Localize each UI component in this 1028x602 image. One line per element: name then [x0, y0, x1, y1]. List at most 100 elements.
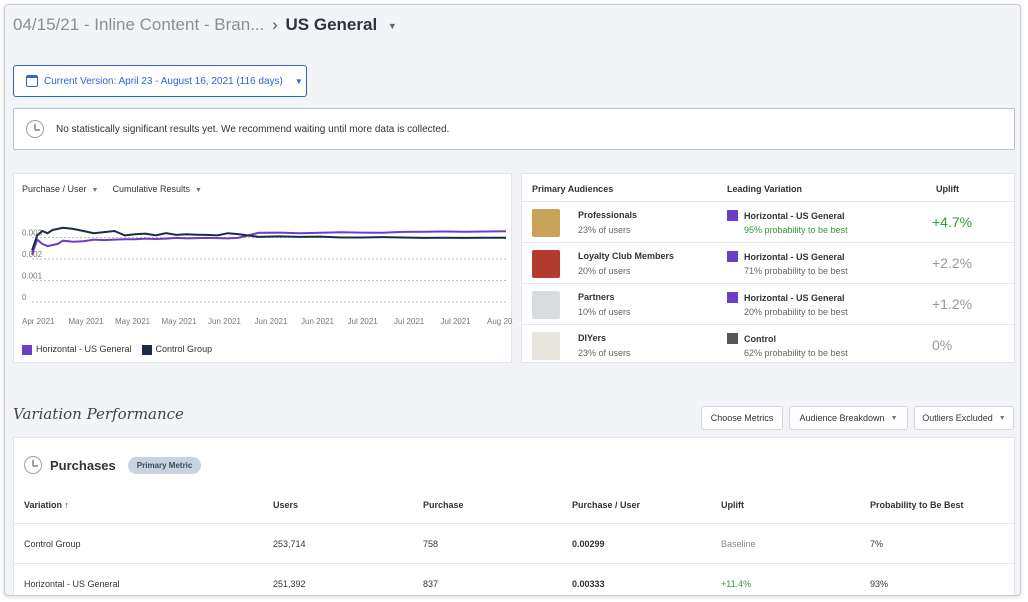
chevron-down-icon: ▼ — [91, 187, 99, 194]
variation-swatch — [727, 210, 738, 221]
cell-purchase: 758 — [423, 539, 439, 549]
variation-label: Horizontal - US General — [744, 292, 845, 303]
chart-legend: Horizontal - US General Control Group — [22, 344, 212, 355]
performance-card: Purchases Primary Metric Variation ↑ Use… — [13, 437, 1016, 595]
chart-card: Purchase / User ▼ Cumulative Results ▼ 0 0.… — [13, 173, 513, 363]
audience-name: Partners — [578, 292, 615, 302]
variation-swatch — [727, 251, 738, 262]
x-tick-label: May 2021 — [115, 317, 151, 326]
clock-icon — [24, 456, 42, 474]
variation-label: Control — [744, 333, 776, 344]
breadcrumb: 04/15/21 - Inline Content - Bran... › US… — [13, 15, 397, 35]
breadcrumb-parent[interactable]: 04/15/21 - Inline Content - Bran... — [13, 15, 265, 34]
legend-swatch — [22, 344, 32, 355]
chevron-down-icon: ▼ — [998, 414, 1006, 422]
col-variation[interactable]: Variation ↑ — [24, 500, 70, 510]
series-line-0[interactable] — [31, 230, 507, 256]
cell-uplift: Baseline — [721, 539, 756, 549]
choose-metrics-button[interactable]: Choose Metrics — [701, 406, 783, 430]
cell-variation: Control Group — [24, 539, 81, 549]
audience-thumbnail — [532, 332, 560, 360]
audience-name: DIYers — [578, 333, 607, 343]
probability-text: 20% probability to be best — [744, 307, 848, 317]
x-tick-label: Jun 2021 — [208, 317, 241, 326]
audience-share: 23% of users — [578, 348, 631, 358]
uplift-value: +1.2% — [932, 296, 973, 312]
button-label: Audience Breakdown — [799, 413, 885, 423]
cell-purchase-per-user: 0.00333 — [572, 579, 605, 589]
metric-label: Purchase / User — [22, 184, 87, 194]
x-tick-label: May 2021 — [162, 317, 198, 326]
metric-dropdown[interactable]: Purchase / User ▼ — [22, 184, 98, 194]
probability-text: 95% probability to be best — [744, 225, 848, 235]
audiences-card: Primary Audiences Leading Variation Upli… — [521, 173, 1016, 365]
cell-users: 253,714 — [273, 539, 306, 549]
primary-metric-badge: Primary Metric — [127, 456, 202, 474]
col-uplift[interactable]: Uplift — [721, 500, 744, 510]
col-purchase[interactable]: Purchase — [423, 500, 464, 510]
y-tick-label: 0 — [22, 293, 27, 302]
cell-users: 251,392 — [273, 579, 306, 589]
audience-row[interactable]: DIYers 23% of users Control 62% probability… — [522, 324, 1016, 365]
cell-probability: 7% — [870, 539, 884, 549]
metric-name: Purchases — [50, 457, 116, 473]
legend-item-horizontal: Horizontal - US General — [22, 344, 132, 355]
chevron-down-icon: ▼ — [890, 414, 898, 422]
table-row[interactable]: Control Group 253,714 758 0.00299 Baseli… — [14, 523, 1016, 563]
audience-name: Professionals — [578, 210, 638, 220]
leading-variation: Control — [727, 333, 776, 344]
audience-share: 20% of users — [578, 266, 631, 276]
probability-text: 62% probability to be best — [744, 348, 848, 358]
leading-variation: Horizontal - US General — [727, 251, 845, 262]
audience-share: 10% of users — [578, 307, 631, 317]
x-tick-label: Apr 2021 — [22, 317, 55, 326]
outliers-button[interactable]: Outliers Excluded ▼ — [914, 406, 1014, 430]
cell-variation: Horizontal - US General — [24, 579, 120, 589]
col-probability[interactable]: Probability to Be Best — [870, 500, 964, 510]
audience-row[interactable]: Partners 10% of users Horizontal - US Gene… — [522, 283, 1016, 324]
results-mode-dropdown[interactable]: Cumulative Results ▼ — [112, 184, 201, 194]
col-primary-audiences: Primary Audiences — [532, 184, 614, 194]
calendar-icon — [26, 75, 38, 87]
cell-purchase-per-user: 0.00299 — [572, 539, 605, 549]
col-users[interactable]: Users — [273, 500, 299, 510]
chevron-down-icon: ▼ — [294, 76, 303, 86]
audience-breakdown-button[interactable]: Audience Breakdown ▼ — [789, 406, 908, 430]
leading-variation: Horizontal - US General — [727, 292, 845, 303]
variation-swatch — [727, 333, 738, 344]
probability-text: 71% probability to be best — [744, 266, 848, 276]
page-title[interactable]: US General — [285, 15, 378, 34]
audience-thumbnail — [532, 209, 560, 237]
button-label: Outliers Excluded — [922, 413, 993, 423]
legend-label: Horizontal - US General — [36, 344, 132, 354]
audience-thumbnail — [532, 250, 560, 278]
audience-thumbnail — [532, 291, 560, 319]
version-selector[interactable]: Current Version: April 23 - August 16, 2… — [13, 65, 307, 97]
chevron-down-icon[interactable]: ▼ — [387, 20, 397, 31]
audience-row[interactable]: Professionals 23% of users Horizontal - US… — [522, 201, 1016, 242]
audience-name: Loyalty Club Members — [578, 251, 675, 261]
x-tick-label: Jul 2021 — [394, 317, 425, 326]
section-title: Variation Performance — [13, 405, 184, 423]
legend-label: Control Group — [155, 344, 213, 354]
uplift-value: +4.7% — [932, 214, 973, 230]
variation-label: Horizontal - US General — [744, 251, 845, 262]
variation-swatch — [727, 292, 738, 303]
leading-variation: Horizontal - US General — [727, 210, 845, 221]
variation-label: Horizontal - US General — [744, 210, 845, 221]
col-purchase-per-user[interactable]: Purchase / User — [572, 500, 641, 510]
audience-share: 23% of users — [578, 225, 631, 235]
x-tick-label: Jul 2021 — [441, 317, 472, 326]
series-line-1[interactable] — [31, 226, 506, 251]
legend-swatch — [141, 344, 152, 355]
audience-row[interactable]: Loyalty Club Members 20% of users Horizont… — [522, 242, 1016, 283]
button-label: Choose Metrics — [710, 413, 774, 423]
cell-uplift: +11.4% — [721, 579, 752, 589]
cell-probability: 93% — [870, 579, 889, 589]
chevron-down-icon: ▼ — [195, 187, 202, 194]
table-row[interactable]: Horizontal - US General 251,392 837 0.00… — [14, 563, 1016, 595]
mode-label: Cumulative Results — [112, 184, 190, 194]
legend-item-control: Control Group — [141, 344, 213, 355]
version-label: Current Version: April 23 - August 16, 2… — [44, 75, 283, 87]
